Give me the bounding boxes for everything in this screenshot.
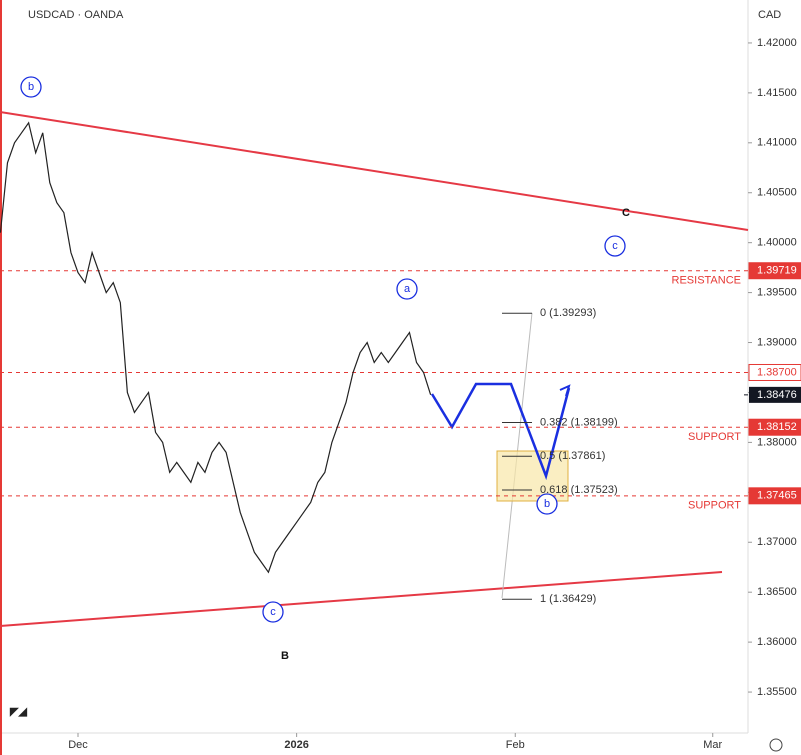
level-text: RESISTANCE [672,275,741,287]
wave-label: B [281,650,289,662]
level-tag [748,418,801,436]
logo: ◤◢ [9,706,27,718]
currency: CAD [758,9,781,21]
wave-circle [262,601,284,623]
y-tick-label: 1.39000 [757,336,797,348]
x-tick-label: Dec [68,739,88,751]
x-tick-label: Feb [506,739,525,751]
level-tag [748,363,801,381]
last-price-tag [749,386,801,403]
x-tick-label: 2026 [284,739,308,751]
symbol-title: USDCAD · OANDA [28,9,124,21]
y-tick-label: 1.42000 [757,37,797,49]
fib-label: 0.5 (1.37861) [540,450,605,462]
y-tick-label: 1.36500 [757,586,797,598]
level-price: 1.38152 [757,421,797,433]
wave-circle [20,76,42,98]
fib-label: 1 (1.36429) [540,593,596,605]
projection-arrow [559,384,571,397]
x-tick-label: Mar [703,739,722,751]
y-tick-label: 1.36000 [757,636,797,648]
projection-path [430,382,571,481]
y-tick-label: 1.41000 [757,137,797,149]
wave-circle [396,278,418,300]
lower-trendline [0,571,723,627]
y-tick-label: 1.40000 [757,237,797,249]
price-line [0,121,432,574]
y-tick-label: 1.40500 [757,187,797,199]
y-tick-label: 1.35500 [757,686,797,698]
upper-trendline [0,111,749,231]
level-tag [748,262,801,280]
target-zone [496,450,569,502]
level-tag [748,487,801,505]
y-tick-label: 1.41500 [757,87,797,99]
wave-label: c [612,240,618,252]
wave-circle [604,235,626,257]
fib-label: 0 (1.39293) [540,307,596,319]
wave-label: c [270,606,276,618]
y-tick-label: 1.38000 [757,436,797,448]
wave-label: a [404,283,411,295]
level-text: SUPPORT [688,431,741,443]
fib-label: 0.382 (1.38199) [540,416,618,428]
last-price: 1.38476 [757,389,797,401]
level-price: 1.39719 [757,265,797,277]
wave-circle [536,493,558,515]
level-text: SUPPORT [688,500,741,512]
level-price: 1.37465 [757,490,797,502]
fib-label: 0.618 (1.37523) [540,484,618,496]
left-edge [0,0,2,755]
wave-label: C [622,207,630,219]
wave-label: b [28,81,34,93]
level-price: 1.38700 [757,366,797,378]
wave-label: b [544,498,550,510]
y-tick-label: 1.39500 [757,287,797,299]
y-tick-label: 1.37000 [757,536,797,548]
settings-icon[interactable] [769,738,783,752]
